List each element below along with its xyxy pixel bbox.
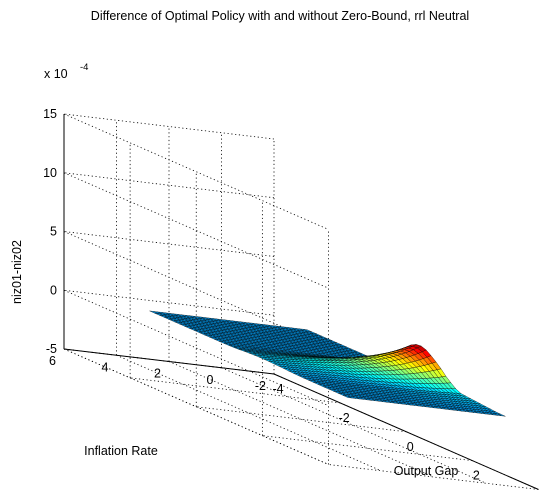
grid-lines (63, 113, 539, 490)
grid-line (168, 361, 434, 478)
grid-line (63, 172, 275, 199)
grid-line (221, 367, 487, 484)
chart-title: Difference of Optimal Policy with and wi… (91, 9, 469, 23)
grid-line (63, 348, 329, 465)
z-exponent-power: -4 (80, 62, 88, 73)
x-tick-label: 2 (473, 469, 480, 483)
x-tick-label: -2 (339, 411, 350, 425)
y-tick-label: -2 (255, 379, 266, 393)
grid-line (196, 406, 407, 433)
y-axis-label: Inflation Rate (84, 444, 158, 458)
grid-line (63, 231, 275, 257)
y-tick-label: 6 (49, 354, 56, 368)
surface-mesh (149, 310, 506, 417)
x-axis-label: Output Gap (394, 464, 459, 478)
grid-line (63, 289, 275, 316)
z-tick-label: 15 (43, 107, 57, 121)
z-tick-label: 5 (50, 225, 57, 239)
y-tick-label: 0 (207, 373, 214, 387)
z-tick-label: 10 (43, 166, 57, 180)
x-axis-line (273, 373, 539, 490)
z-exponent-label: x 10 (44, 67, 68, 81)
grid-line (130, 377, 341, 404)
z-axis-label: niz01-niz02 (10, 240, 24, 304)
grid-line (63, 289, 329, 407)
grid-line (63, 113, 329, 230)
y-tick-label: 2 (154, 367, 161, 381)
grid-line (328, 464, 539, 490)
axes-box (63, 114, 539, 490)
grid-line (63, 172, 329, 289)
y-tick-label: 4 (102, 360, 109, 374)
y-axis-line (63, 348, 275, 375)
grid-line (262, 435, 473, 462)
x-tick-label: -4 (272, 382, 283, 396)
surface-patch (149, 310, 159, 314)
x-tick-label: 0 (407, 440, 414, 454)
grid-line (116, 354, 382, 472)
z-tick-label: -5 (46, 342, 57, 356)
z-tick-label: 0 (50, 283, 57, 297)
grid-line (63, 113, 275, 140)
